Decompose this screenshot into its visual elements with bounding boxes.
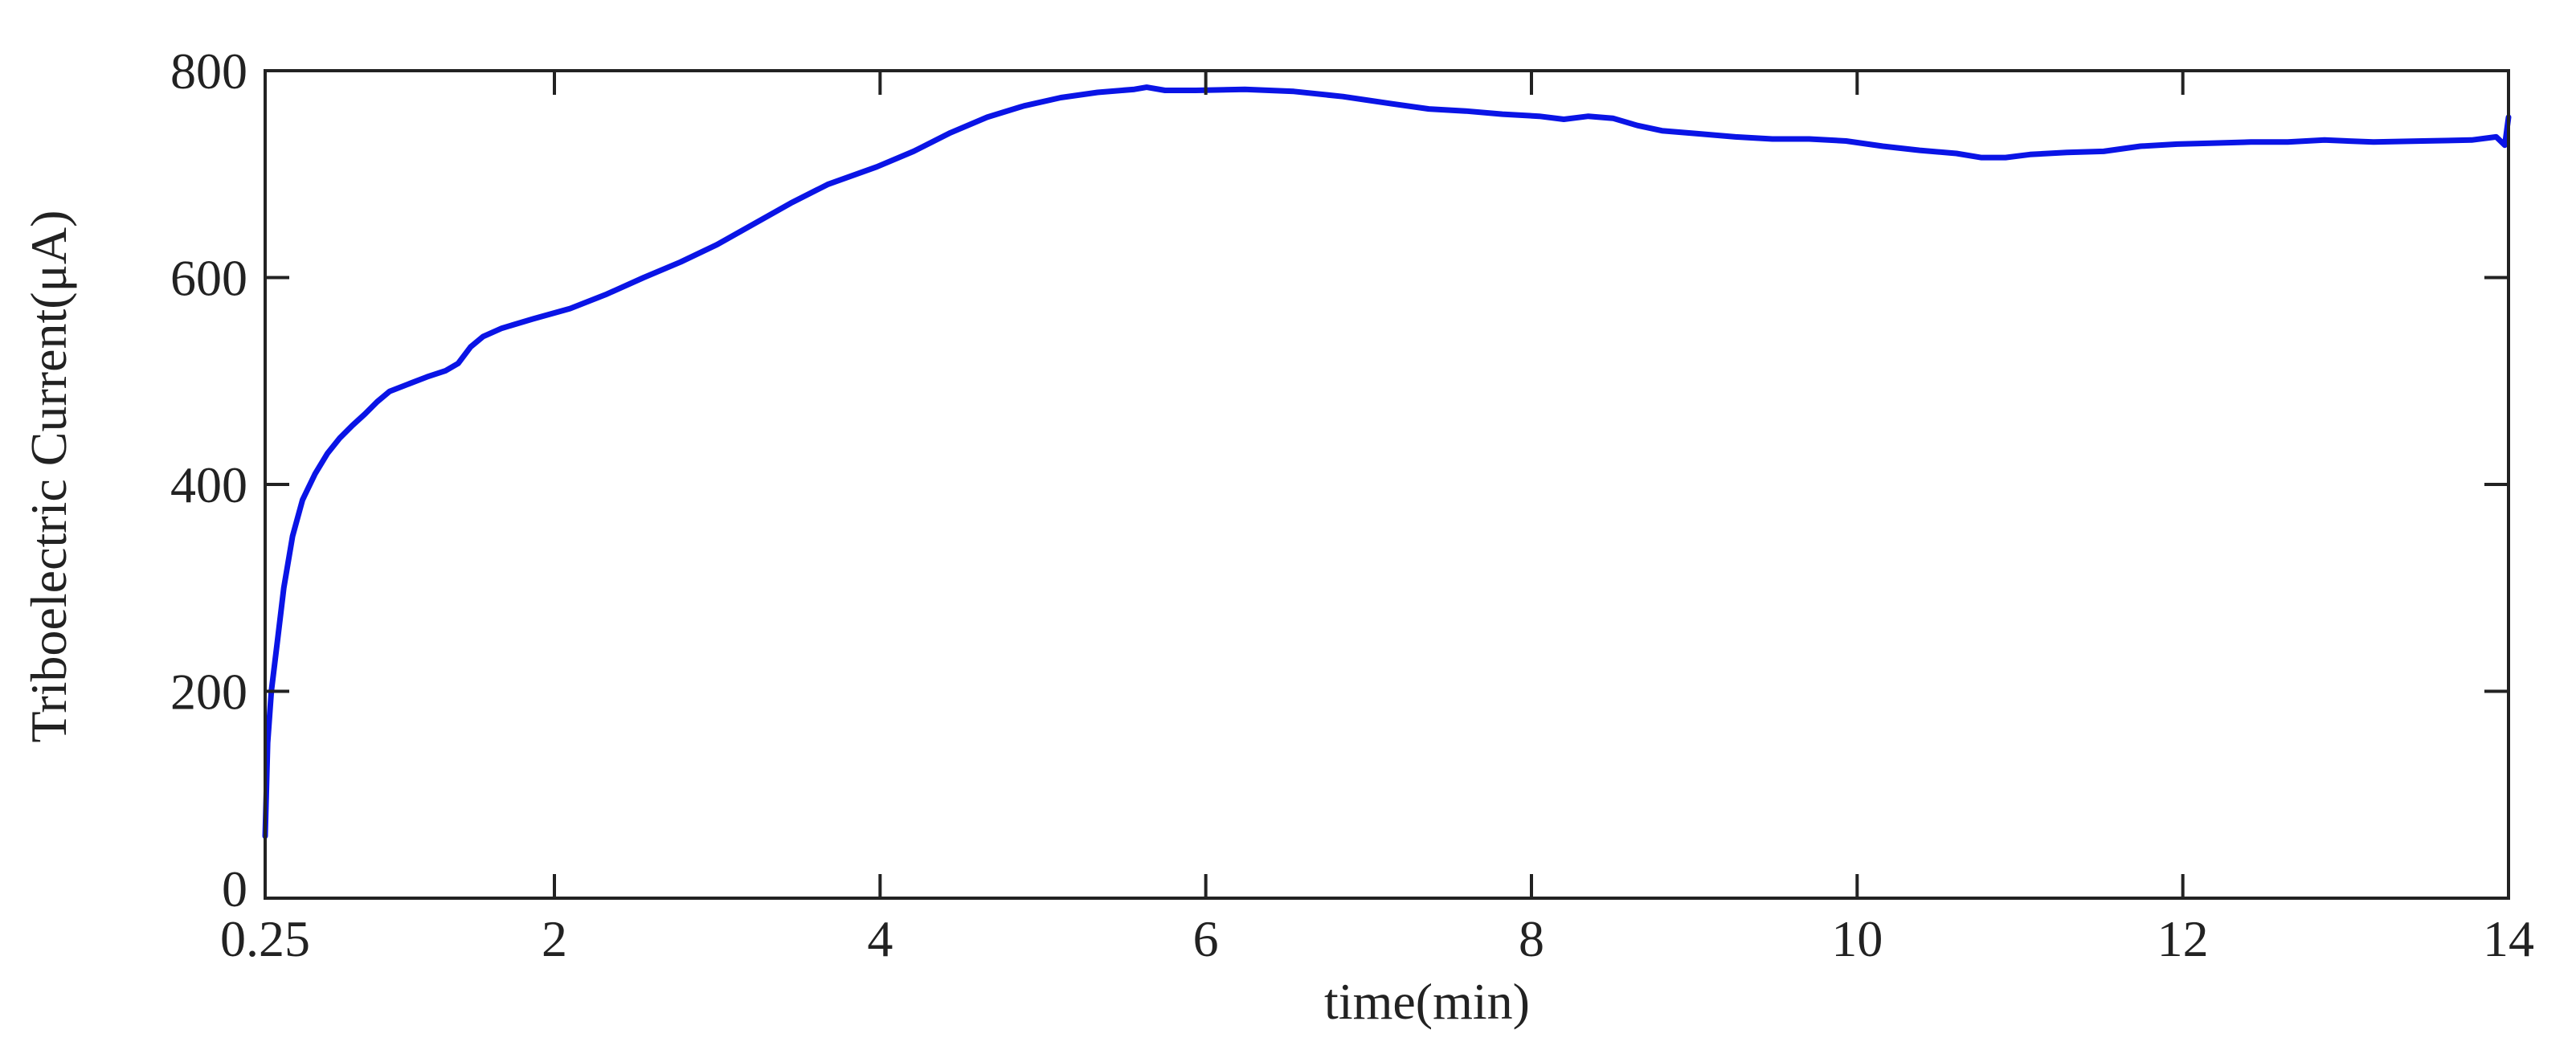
y-tick-label-4: 800 — [170, 43, 247, 100]
axis-ticks — [264, 69, 2510, 900]
x-tick-label-1: 2 — [542, 910, 567, 967]
y-tick-label-1: 200 — [170, 664, 247, 721]
y-tick-label-0: 0 — [222, 860, 247, 917]
y-tick-label-2: 400 — [170, 456, 247, 513]
y-axis-title: Triboelectric Current(μA) — [20, 210, 77, 743]
tick-labels: 0.25 2 4 6 8 10 12 14 0 200 400 600 800 — [170, 43, 2534, 967]
series-line-0 — [262, 84, 2512, 840]
x-axis-title: time(min) — [1324, 973, 1530, 1030]
x-tick-label-3: 6 — [1193, 910, 1219, 967]
x-tick-label-0: 0.25 — [220, 910, 310, 967]
y-tick-label-3: 600 — [170, 250, 247, 307]
x-tick-label-5: 10 — [1831, 910, 1883, 967]
x-tick-label-4: 8 — [1519, 910, 1544, 967]
x-tick-label-6: 12 — [2157, 910, 2209, 967]
x-tick-label-7: 14 — [2483, 910, 2534, 967]
axes-frame — [264, 69, 2510, 900]
x-tick-label-2: 4 — [867, 910, 893, 967]
plot-area — [262, 84, 2512, 840]
